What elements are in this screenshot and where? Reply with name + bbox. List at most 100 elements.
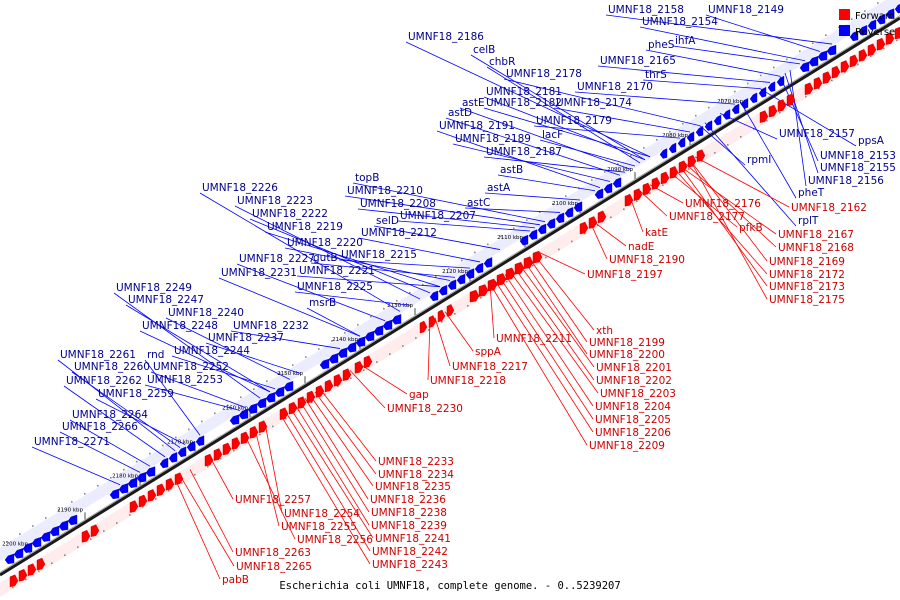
reverse-gene[interactable] <box>186 440 196 452</box>
gene-label[interactable]: UMNF18_2175 <box>769 294 845 306</box>
gene-label[interactable]: UMNF18_2225 <box>297 281 373 293</box>
reverse-gene[interactable] <box>885 8 895 19</box>
reverse-gene[interactable] <box>731 103 740 115</box>
gene-label[interactable]: pabB <box>222 574 249 586</box>
gene-label[interactable]: rpmI <box>747 154 771 166</box>
gene-label[interactable]: UMNF18_2215 <box>341 249 417 261</box>
gene-label[interactable]: UMNF18_2238 <box>371 507 447 519</box>
gene-label[interactable]: UMNF18_2244 <box>174 345 250 357</box>
reverse-gene[interactable] <box>109 488 120 500</box>
gene-label[interactable]: UMNF18_2157 <box>779 128 855 140</box>
reverse-gene[interactable] <box>127 477 138 488</box>
reverse-gene[interactable] <box>749 92 758 104</box>
forward-gene[interactable] <box>696 149 706 162</box>
gene-label[interactable]: rplT <box>798 215 819 227</box>
gene-label[interactable]: UMNF18_2263 <box>235 547 311 559</box>
gene-label[interactable]: UMNF18_2220 <box>287 237 363 249</box>
forward-gene[interactable] <box>81 529 91 543</box>
forward-gene[interactable] <box>27 563 37 576</box>
gene-label[interactable]: pfkB <box>739 222 763 234</box>
forward-gene[interactable] <box>642 182 652 196</box>
reverse-gene[interactable] <box>876 13 886 25</box>
gene-label[interactable]: UMNF18_2231 <box>221 267 297 279</box>
gene-label[interactable]: UMNF18_2218 <box>430 375 506 387</box>
forward-gene[interactable] <box>90 524 100 537</box>
forward-gene[interactable] <box>678 160 688 174</box>
reverse-gene[interactable] <box>49 525 60 537</box>
forward-gene[interactable] <box>804 82 814 96</box>
reverse-gene[interactable] <box>67 514 78 526</box>
gene-label[interactable]: rnd <box>147 349 164 361</box>
gene-label[interactable]: UMNF18_2242 <box>372 546 448 558</box>
reverse-gene[interactable] <box>758 86 767 98</box>
gene-label[interactable]: UMNF18_2222 <box>252 208 328 220</box>
reverse-gene[interactable] <box>136 471 147 483</box>
gene-label[interactable]: UMNF18_2260 <box>74 361 150 373</box>
forward-gene[interactable] <box>437 309 446 323</box>
forward-gene[interactable] <box>858 49 868 62</box>
reverse-gene[interactable] <box>13 548 24 559</box>
forward-gene[interactable] <box>777 99 787 112</box>
reverse-gene[interactable] <box>145 466 156 477</box>
forward-gene[interactable] <box>813 76 823 90</box>
reverse-gene[interactable] <box>677 137 686 148</box>
forward-gene[interactable] <box>849 54 859 68</box>
gene-label[interactable]: nadE <box>628 241 654 253</box>
gene-label[interactable]: UMNF18_2204 <box>595 401 671 413</box>
gene-label[interactable]: katE <box>645 227 668 239</box>
gene-label[interactable]: UMNF18_2182 <box>486 97 562 109</box>
reverse-gene[interactable] <box>799 61 810 73</box>
forward-gene[interactable] <box>315 385 325 398</box>
forward-gene[interactable] <box>363 355 373 368</box>
forward-gene[interactable] <box>624 193 634 207</box>
reverse-gene[interactable] <box>283 380 294 392</box>
reverse-gene[interactable] <box>364 330 375 342</box>
reverse-gene[interactable] <box>659 148 668 159</box>
forward-gene[interactable] <box>831 65 841 79</box>
gene-label[interactable]: UMNF18_2249 <box>116 282 192 294</box>
reverse-gene[interactable] <box>894 3 900 14</box>
gene-label[interactable]: celB <box>473 44 495 56</box>
gene-label[interactable]: UMNF18_2207 <box>400 210 476 222</box>
reverse-gene[interactable] <box>776 75 785 87</box>
gene-label[interactable]: astA <box>487 182 511 194</box>
gene-label[interactable]: UMNF18_2212 <box>361 227 437 239</box>
forward-gene[interactable] <box>496 273 507 286</box>
gene-label[interactable]: UMNF18_2227 <box>239 253 315 265</box>
gene-label[interactable]: UMNF18_2201 <box>596 362 672 374</box>
gene-label[interactable]: UMNF18_2154 <box>642 16 718 28</box>
gene-label[interactable]: UMNF18_2271 <box>34 436 110 448</box>
gene-label[interactable]: UMNF18_2167 <box>778 229 854 241</box>
gene-label[interactable]: gap <box>409 389 429 401</box>
gene-label[interactable]: UMNF18_2266 <box>62 421 138 433</box>
forward-gene[interactable] <box>894 26 900 40</box>
reverse-gene[interactable] <box>195 435 205 446</box>
gene-label[interactable]: astB <box>500 164 523 176</box>
gene-label[interactable]: UMNF18_2189 <box>455 133 531 145</box>
gene-label[interactable]: pheT <box>798 187 825 199</box>
gene-label[interactable]: UMNF18_2202 <box>596 375 672 387</box>
reverse-gene[interactable] <box>817 50 828 61</box>
gene-label[interactable]: UMNF18_2181 <box>486 86 562 98</box>
reverse-gene[interactable] <box>319 358 330 370</box>
gene-label[interactable]: UMNF18_2155 <box>820 162 896 174</box>
forward-gene[interactable] <box>129 500 139 513</box>
forward-gene[interactable] <box>633 188 643 201</box>
reverse-gene[interactable] <box>118 483 129 494</box>
gene-label[interactable]: UMNF18_2158 <box>608 4 684 16</box>
gene-label[interactable]: chbR <box>489 56 515 68</box>
reverse-gene[interactable] <box>456 273 466 285</box>
forward-gene[interactable] <box>660 171 670 185</box>
reverse-gene[interactable] <box>382 319 393 331</box>
gene-label[interactable]: UMNF18_2156 <box>808 175 884 187</box>
reverse-gene[interactable] <box>695 125 704 137</box>
gene-label[interactable]: UMNF18_2223 <box>237 195 313 207</box>
forward-gene[interactable] <box>651 177 661 190</box>
gene-label[interactable]: UMNF18_2243 <box>372 559 448 571</box>
reverse-gene[interactable] <box>355 336 366 347</box>
forward-gene[interactable] <box>588 216 598 229</box>
forward-gene[interactable] <box>786 93 796 107</box>
gene-label[interactable]: sppA <box>475 346 502 358</box>
gene-label[interactable]: UMNF18_2236 <box>370 494 446 506</box>
reverse-gene[interactable] <box>337 347 348 359</box>
